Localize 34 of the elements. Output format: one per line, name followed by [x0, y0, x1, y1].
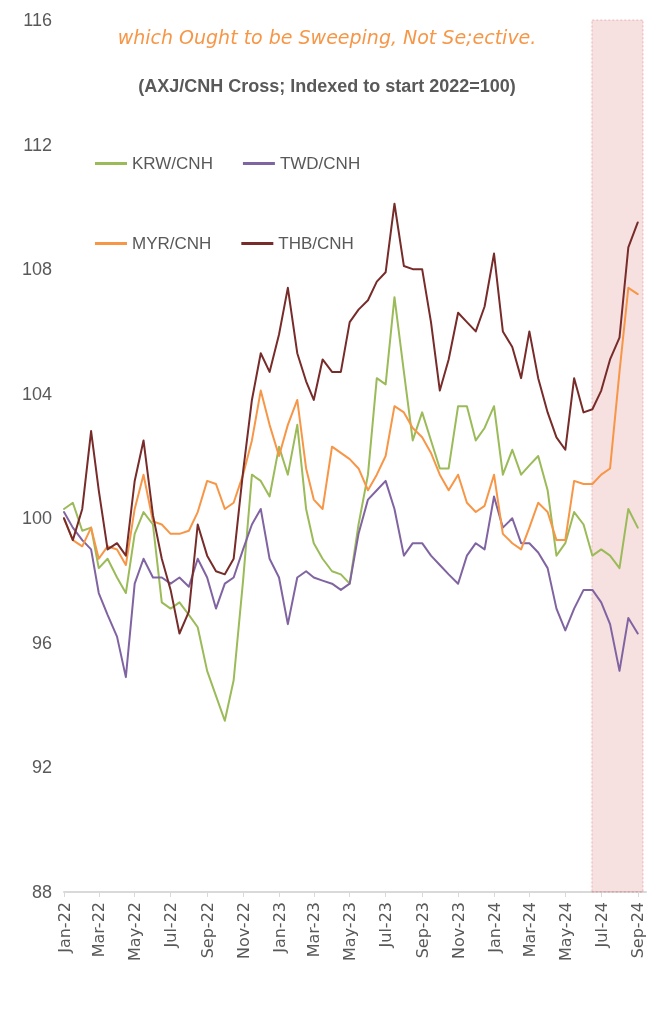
x-tick-label: May-22 — [125, 902, 145, 961]
y-tick-label: 108 — [21, 259, 52, 280]
legend-label: KRW/CNH — [132, 154, 213, 173]
x-tick-label: Sep-24 — [628, 902, 648, 959]
x-tick-label: Mar-23 — [304, 902, 324, 958]
chart-title: which Ought to be Sweeping, Not Se;ective. — [117, 25, 537, 48]
y-tick-label: 96 — [31, 632, 52, 653]
x-tick-label: Mar-24 — [519, 902, 539, 958]
y-tick-label: 116 — [23, 10, 52, 30]
y-tick-label: 88 — [31, 882, 52, 902]
legend-label: TWD/CNH — [279, 154, 361, 173]
x-tick-label: Sep-23 — [412, 902, 432, 959]
x-tick-label: Jul-23 — [376, 902, 396, 949]
y-tick-label: 104 — [21, 383, 52, 404]
line-series — [63, 296, 639, 722]
line-series — [63, 479, 639, 679]
x-tick-label: Nov-23 — [448, 902, 468, 959]
x-tick-label: Jan-24 — [484, 902, 504, 954]
y-tick-label: 100 — [21, 508, 52, 529]
y-tick-label: 92 — [31, 757, 52, 778]
x-tick-label: May-23 — [340, 902, 360, 961]
legend-label: MYR/CNH — [132, 234, 212, 253]
x-tick-label: May-24 — [555, 902, 575, 961]
x-tick-label: Jan-22 — [54, 902, 74, 954]
x-tick-label: Jan-23 — [269, 902, 289, 954]
line-series — [63, 202, 639, 635]
x-tick-label: Jul-22 — [161, 902, 181, 949]
text: (AXJ/CNH Cross; Indexed to start 2022=100) — [138, 76, 516, 96]
x-tick-label: Mar-22 — [89, 902, 109, 958]
x-tick-label: Nov-22 — [233, 902, 253, 959]
legend-label: THB/CNH — [278, 234, 354, 253]
y-tick-label: 112 — [23, 134, 52, 155]
x-tick-label: Sep-22 — [197, 902, 217, 959]
x-tick-label: Jul-24 — [591, 902, 611, 949]
